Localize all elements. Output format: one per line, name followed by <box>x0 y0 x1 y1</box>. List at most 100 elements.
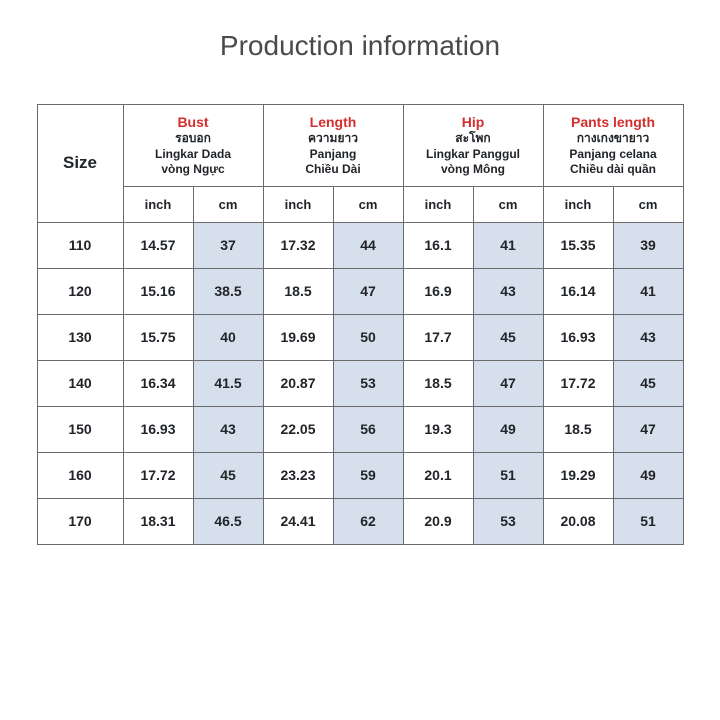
pants-sub1: กางเกงขายาว <box>548 131 679 147</box>
cell-length_cm: 59 <box>333 452 403 498</box>
cell-length_in: 24.41 <box>263 498 333 544</box>
cell-length_cm: 53 <box>333 360 403 406</box>
cell-pants_cm: 47 <box>613 406 683 452</box>
hip-sub1: สะโพก <box>408 131 539 147</box>
cell-length_in: 18.5 <box>263 268 333 314</box>
cell-pants_in: 20.08 <box>543 498 613 544</box>
hip-main-label: Hip <box>408 113 539 131</box>
header-row-1: Size Bust รอบอก Lingkar Dada vòng Ngực L… <box>37 105 683 187</box>
bust-inch-label: inch <box>123 186 193 222</box>
cell-bust_in: 16.34 <box>123 360 193 406</box>
cell-pants_in: 18.5 <box>543 406 613 452</box>
cell-hip_cm: 43 <box>473 268 543 314</box>
length-inch-label: inch <box>263 186 333 222</box>
length-header: Length ความยาว Panjang Chiều Dài <box>263 105 403 187</box>
cell-bust_in: 15.16 <box>123 268 193 314</box>
cell-hip_in: 16.9 <box>403 268 473 314</box>
cell-length_in: 19.69 <box>263 314 333 360</box>
cell-hip_in: 17.7 <box>403 314 473 360</box>
hip-cm-label: cm <box>473 186 543 222</box>
cell-bust_cm: 40 <box>193 314 263 360</box>
cell-length_cm: 44 <box>333 222 403 268</box>
cell-bust_in: 14.57 <box>123 222 193 268</box>
size-table-body: 11014.573717.324416.14115.353912015.1638… <box>37 222 683 544</box>
cell-pants_in: 15.35 <box>543 222 613 268</box>
cell-length_cm: 50 <box>333 314 403 360</box>
cell-size: 130 <box>37 314 123 360</box>
table-row: 13015.754019.695017.74516.9343 <box>37 314 683 360</box>
cell-size: 150 <box>37 406 123 452</box>
table-row: 11014.573717.324416.14115.3539 <box>37 222 683 268</box>
table-row: 12015.1638.518.54716.94316.1441 <box>37 268 683 314</box>
cell-bust_cm: 43 <box>193 406 263 452</box>
length-sub2: Panjang <box>268 147 399 163</box>
bust-header: Bust รอบอก Lingkar Dada vòng Ngực <box>123 105 263 187</box>
page: Production information Size Bust รอบอก L… <box>0 0 720 720</box>
cell-bust_cm: 38.5 <box>193 268 263 314</box>
bust-cm-label: cm <box>193 186 263 222</box>
bust-sub3: vòng Ngực <box>128 162 259 178</box>
size-header: Size <box>37 105 123 223</box>
pants-sub3: Chiều dài quần <box>548 162 679 178</box>
cell-hip_in: 16.1 <box>403 222 473 268</box>
cell-hip_in: 20.1 <box>403 452 473 498</box>
cell-pants_in: 16.14 <box>543 268 613 314</box>
cell-bust_cm: 46.5 <box>193 498 263 544</box>
bust-main-label: Bust <box>128 113 259 131</box>
cell-hip_cm: 53 <box>473 498 543 544</box>
cell-length_in: 22.05 <box>263 406 333 452</box>
cell-bust_cm: 41.5 <box>193 360 263 406</box>
length-sub1: ความยาว <box>268 131 399 147</box>
hip-sub2: Lingkar Panggul <box>408 147 539 163</box>
cell-hip_in: 18.5 <box>403 360 473 406</box>
bust-sub1: รอบอก <box>128 131 259 147</box>
cell-length_in: 23.23 <box>263 452 333 498</box>
cell-pants_cm: 45 <box>613 360 683 406</box>
table-row: 16017.724523.235920.15119.2949 <box>37 452 683 498</box>
cell-hip_in: 19.3 <box>403 406 473 452</box>
cell-hip_cm: 47 <box>473 360 543 406</box>
pants-main-label: Pants length <box>548 113 679 131</box>
cell-pants_in: 19.29 <box>543 452 613 498</box>
pants-inch-label: inch <box>543 186 613 222</box>
cell-length_cm: 47 <box>333 268 403 314</box>
table-row: 17018.3146.524.416220.95320.0851 <box>37 498 683 544</box>
cell-pants_cm: 51 <box>613 498 683 544</box>
bust-sub2: Lingkar Dada <box>128 147 259 163</box>
cell-pants_cm: 49 <box>613 452 683 498</box>
cell-bust_in: 16.93 <box>123 406 193 452</box>
cell-bust_in: 17.72 <box>123 452 193 498</box>
cell-length_in: 17.32 <box>263 222 333 268</box>
table-row: 14016.3441.520.875318.54717.7245 <box>37 360 683 406</box>
cell-hip_cm: 45 <box>473 314 543 360</box>
cell-pants_cm: 43 <box>613 314 683 360</box>
hip-header: Hip สะโพก Lingkar Panggul vòng Mông <box>403 105 543 187</box>
cell-bust_cm: 45 <box>193 452 263 498</box>
length-main-label: Length <box>268 113 399 131</box>
hip-sub3: vòng Mông <box>408 162 539 178</box>
cell-size: 160 <box>37 452 123 498</box>
cell-size: 120 <box>37 268 123 314</box>
cell-pants_cm: 41 <box>613 268 683 314</box>
cell-length_in: 20.87 <box>263 360 333 406</box>
cell-hip_cm: 51 <box>473 452 543 498</box>
header-row-units: inch cm inch cm inch cm inch cm <box>37 186 683 222</box>
cell-pants_in: 16.93 <box>543 314 613 360</box>
cell-length_cm: 62 <box>333 498 403 544</box>
cell-hip_cm: 49 <box>473 406 543 452</box>
pants-cm-label: cm <box>613 186 683 222</box>
cell-size: 170 <box>37 498 123 544</box>
size-table: Size Bust รอบอก Lingkar Dada vòng Ngực L… <box>37 104 684 545</box>
cell-bust_in: 15.75 <box>123 314 193 360</box>
cell-pants_in: 17.72 <box>543 360 613 406</box>
cell-size: 110 <box>37 222 123 268</box>
cell-bust_cm: 37 <box>193 222 263 268</box>
hip-inch-label: inch <box>403 186 473 222</box>
cell-hip_cm: 41 <box>473 222 543 268</box>
cell-length_cm: 56 <box>333 406 403 452</box>
length-cm-label: cm <box>333 186 403 222</box>
pants-sub2: Panjang celana <box>548 147 679 163</box>
table-row: 15016.934322.055619.34918.547 <box>37 406 683 452</box>
pants-header: Pants length กางเกงขายาว Panjang celana … <box>543 105 683 187</box>
cell-size: 140 <box>37 360 123 406</box>
